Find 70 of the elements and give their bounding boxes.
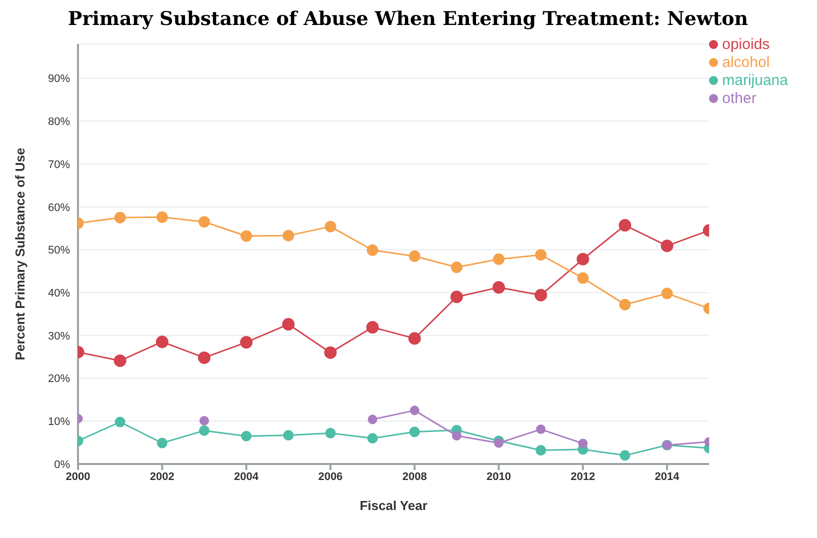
point <box>493 253 504 265</box>
point <box>324 346 337 359</box>
chart-title: Primary Substance of Abuse When Entering Treatment: Newton <box>66 8 750 32</box>
y-axis-title: Percent Primary Substance of Use <box>12 148 28 360</box>
y-tick-label: 10% <box>48 416 70 428</box>
point <box>366 244 378 256</box>
point <box>450 290 463 304</box>
point <box>534 288 548 302</box>
point <box>578 438 588 448</box>
legend-label: opioids <box>722 36 770 53</box>
y-tick-label: 0% <box>54 458 70 471</box>
point <box>452 430 462 440</box>
point <box>660 240 674 252</box>
point <box>618 219 632 232</box>
point <box>156 211 168 223</box>
legend-label: marijuana <box>722 72 788 89</box>
point <box>156 438 168 448</box>
point <box>114 354 126 367</box>
x-tick-label: 2010 <box>486 470 511 483</box>
y-tick-label: 90% <box>48 73 70 86</box>
point <box>282 230 294 242</box>
point <box>450 262 462 274</box>
y-tick-label: 80% <box>48 116 70 128</box>
point <box>240 336 253 349</box>
point <box>368 414 378 424</box>
x-tick-label: 2004 <box>234 470 260 483</box>
y-tick-label: 70% <box>48 158 70 171</box>
point <box>198 351 210 364</box>
y-tick-label: 50% <box>48 244 70 257</box>
point <box>324 220 336 232</box>
x-axis-title: Fiscal Year <box>360 498 428 513</box>
point <box>409 426 420 438</box>
legend-label: alcohol <box>722 54 770 71</box>
point <box>577 272 589 284</box>
point <box>410 406 420 416</box>
x-tick-label: 2012 <box>570 470 596 483</box>
point <box>535 249 547 261</box>
point <box>156 336 168 348</box>
legend-label: other <box>722 90 756 107</box>
point <box>241 430 252 442</box>
point <box>619 298 631 310</box>
x-tick-label: 2014 <box>654 470 680 483</box>
point <box>536 445 546 456</box>
point <box>367 433 378 444</box>
point <box>536 424 546 434</box>
y-tick-label: 40% <box>48 287 70 300</box>
y-tick-label: 60% <box>48 202 70 214</box>
point <box>240 230 252 242</box>
point <box>199 416 209 426</box>
point <box>620 450 630 461</box>
point <box>114 212 126 224</box>
point <box>325 428 336 438</box>
y-tick-label: 30% <box>48 330 70 342</box>
point <box>576 252 590 266</box>
point <box>114 416 126 428</box>
point <box>198 216 210 228</box>
point <box>283 430 294 441</box>
point <box>661 288 673 300</box>
x-tick-label: 2002 <box>150 470 174 483</box>
x-tick-label: 2006 <box>318 470 343 483</box>
point <box>366 321 379 334</box>
x-tick-label: 2000 <box>66 470 90 483</box>
point <box>282 318 295 331</box>
x-tick-label: 2008 <box>402 470 427 483</box>
point <box>492 281 505 294</box>
y-tick-label: 20% <box>48 373 70 386</box>
point <box>408 332 421 345</box>
point <box>494 438 504 448</box>
point <box>198 425 210 436</box>
point <box>408 250 420 262</box>
